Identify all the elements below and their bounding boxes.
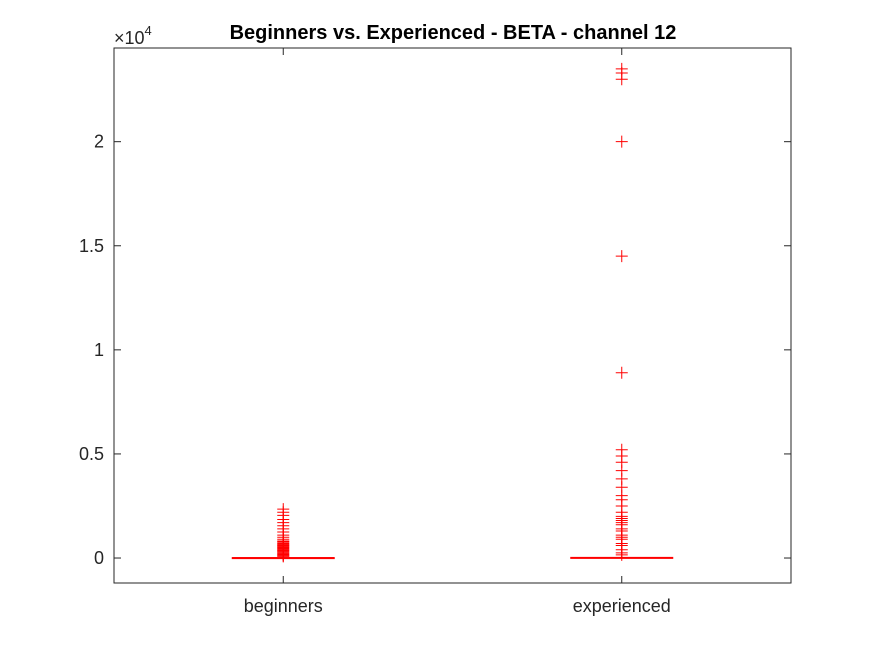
y-exponent-label: ×104	[114, 23, 152, 48]
outlier-marker	[615, 443, 628, 456]
x-axis: beginners experienced	[244, 48, 671, 616]
chart-marks	[231, 62, 674, 563]
outlier-marker	[277, 503, 290, 516]
chart-title: Beginners vs. Experienced - BETA - chann…	[230, 22, 677, 44]
box-beginners	[231, 503, 335, 563]
y-tick-label: 1.5	[79, 236, 104, 256]
outlier-marker	[615, 135, 628, 148]
outlier-marker	[615, 250, 628, 263]
y-axis: 0 0.5 1 1.5 2	[79, 132, 791, 568]
outlier-marker	[615, 62, 628, 75]
x-tick-label: experienced	[573, 596, 671, 616]
y-tick-label: 0	[94, 548, 104, 568]
y-tick-label: 0.5	[79, 444, 104, 464]
y-tick-label: 2	[94, 132, 104, 152]
x-tick-label: beginners	[244, 596, 323, 616]
box-experienced	[570, 62, 674, 561]
plot-area	[113, 47, 792, 584]
y-exponent-power: 4	[145, 23, 152, 38]
outlier-marker	[615, 366, 628, 379]
y-exponent-base: ×10	[114, 28, 145, 48]
y-tick-label: 1	[94, 340, 104, 360]
